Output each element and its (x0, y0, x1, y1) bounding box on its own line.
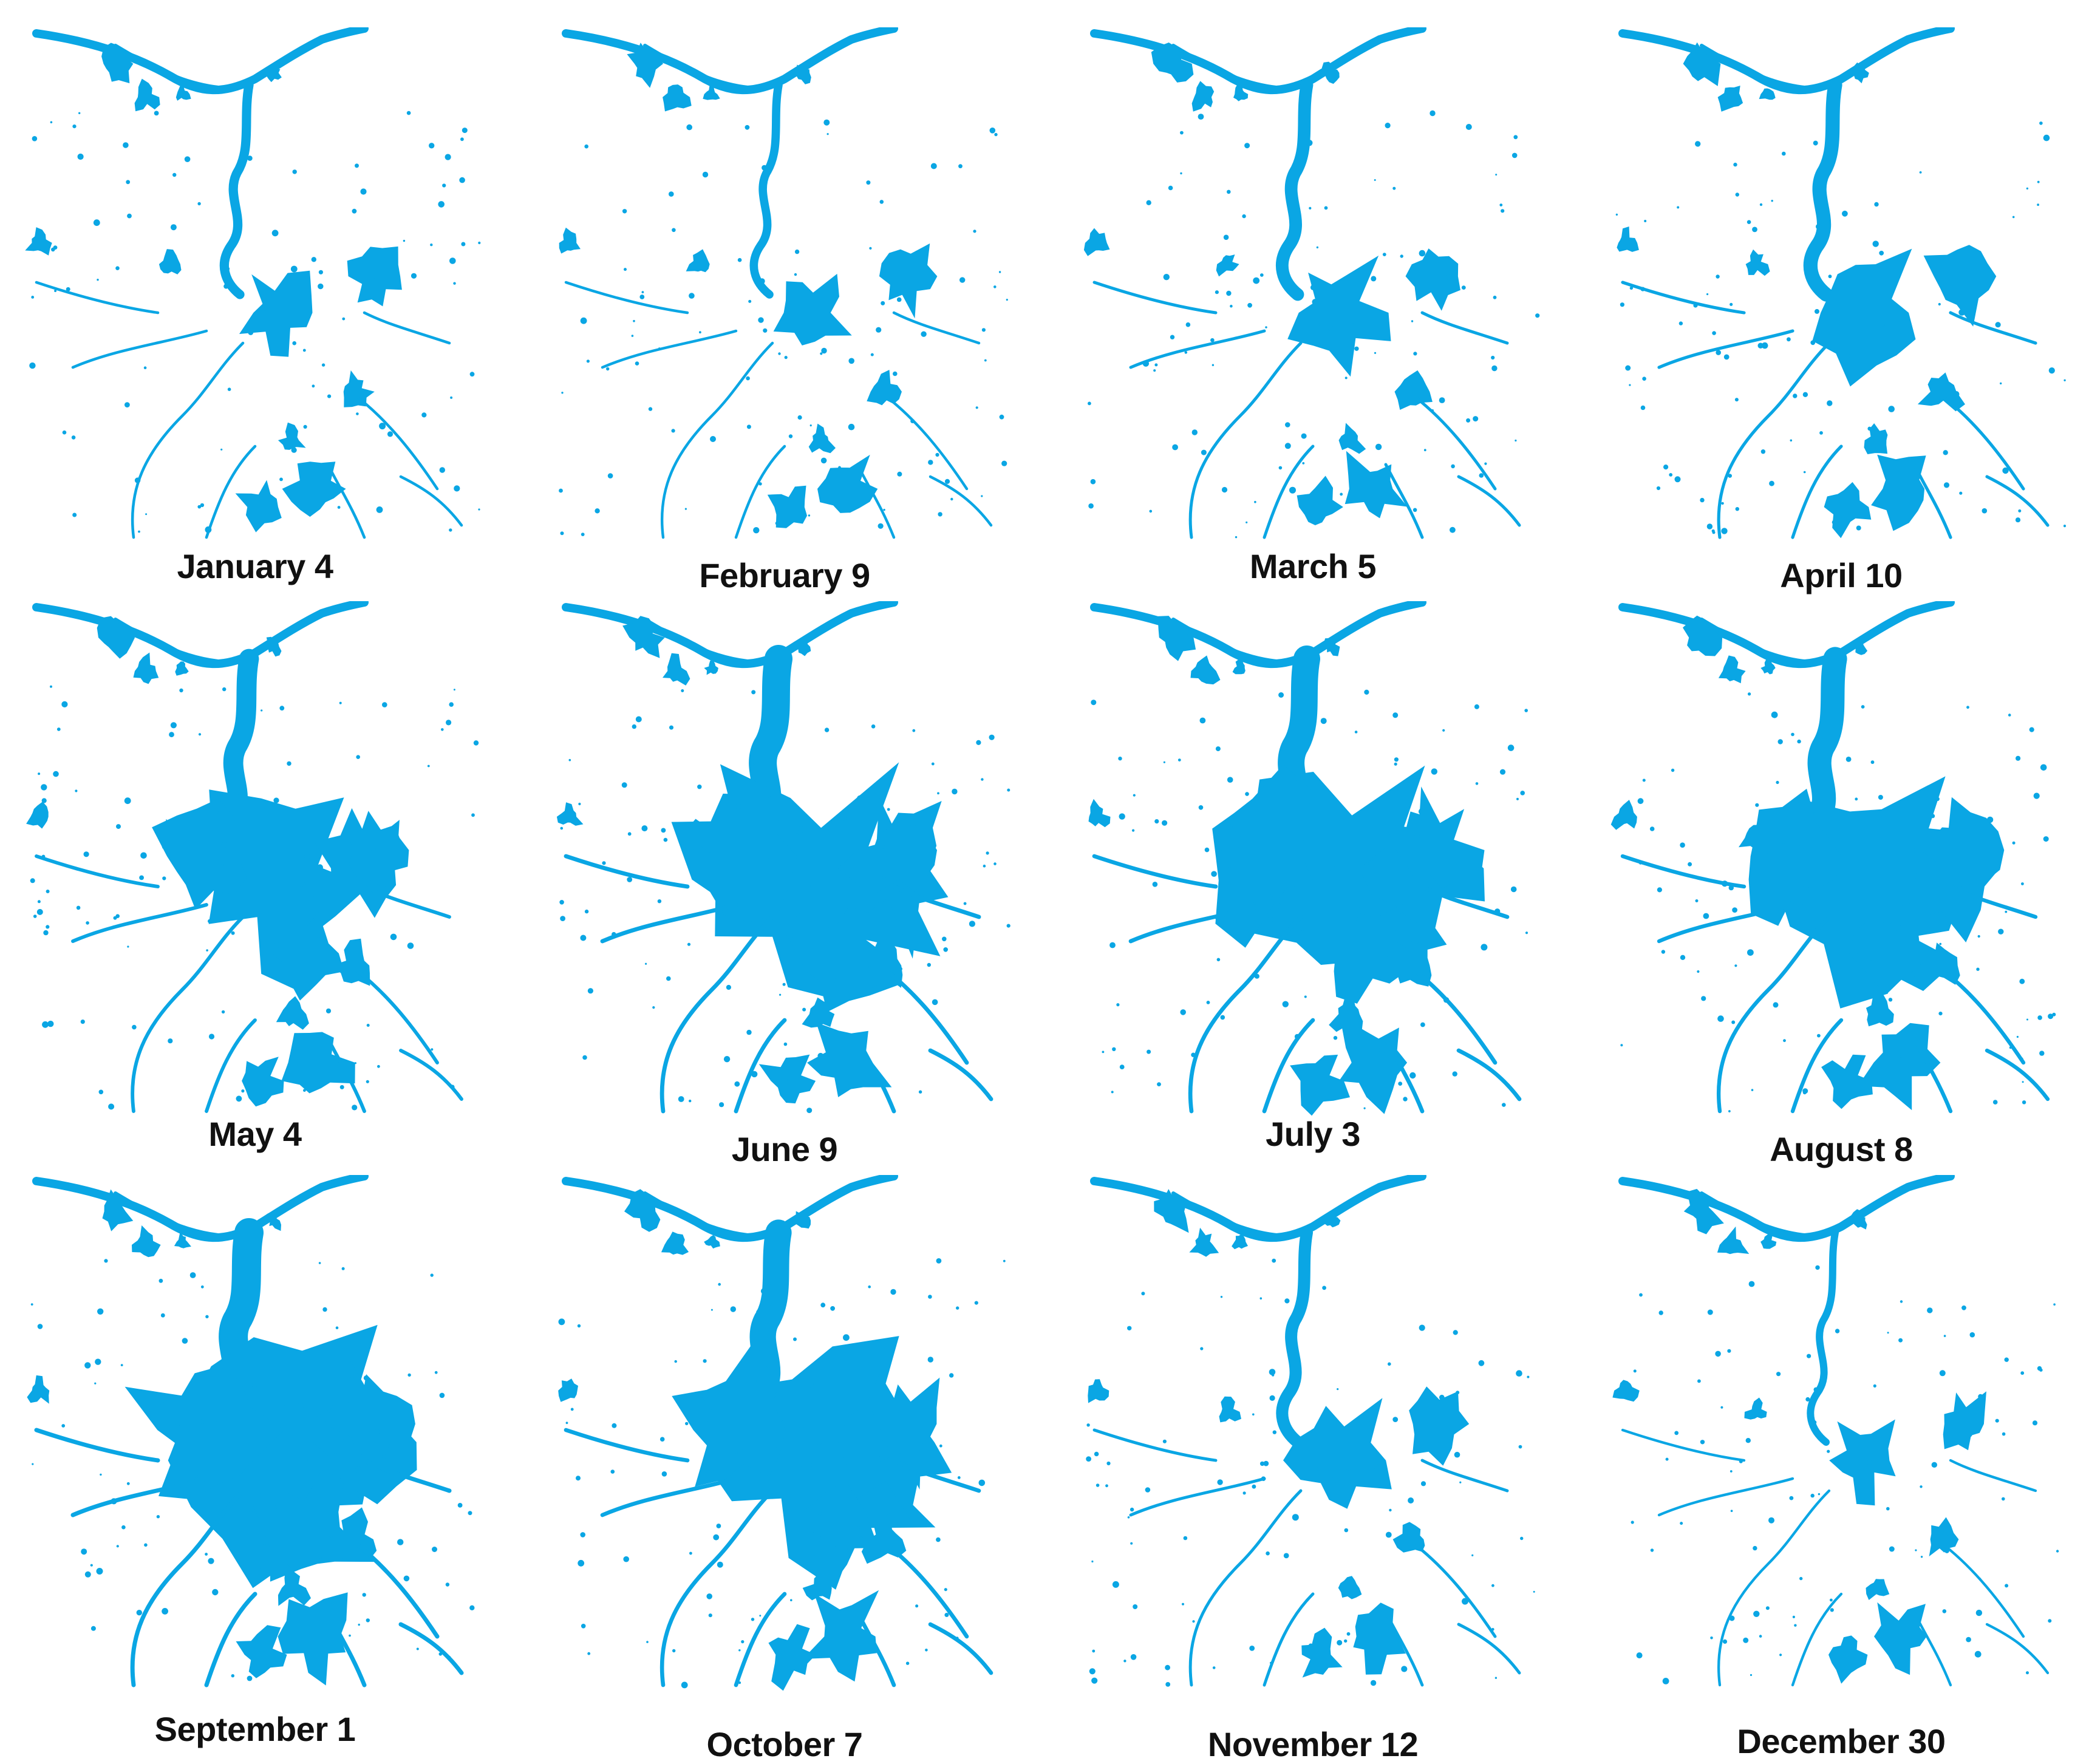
main-river (562, 1175, 898, 1242)
central-lake (1829, 1419, 1896, 1506)
main-river (32, 27, 369, 95)
water-extent-map (559, 27, 1008, 539)
central-lake (1287, 255, 1391, 377)
main-river (1618, 27, 1955, 95)
lake-channel (219, 80, 254, 299)
map-panel: May 4 (24, 601, 486, 1178)
date-caption: July 3 (1266, 1115, 1360, 1153)
lake-channel (1276, 1227, 1313, 1448)
water-extent-map (1610, 601, 2056, 1114)
main-river (562, 601, 898, 669)
date-caption: September 1 (154, 1710, 356, 1748)
water-extent-map (26, 601, 479, 1113)
water-extent-map (25, 27, 481, 539)
water-extent-map (558, 1175, 1006, 1691)
date-caption: May 4 (208, 1115, 302, 1153)
main-river (1090, 601, 1426, 669)
central-lake (208, 789, 369, 993)
main-river (1090, 1175, 1426, 1242)
map-panel: December 30 (1610, 1175, 2072, 1760)
map-panel: June 9 (554, 601, 1015, 1178)
central-lake (773, 273, 852, 346)
map-panel: February 9 (554, 27, 1015, 604)
water-extent-map (1615, 27, 2067, 539)
water-extent-map (1083, 27, 1540, 539)
map-panel: April 10 (1610, 27, 2072, 604)
water-extent-map (1088, 601, 1528, 1116)
map-panel: November 12 (1082, 1175, 1544, 1763)
date-caption: October 7 (706, 1725, 863, 1763)
date-caption: March 5 (1249, 547, 1377, 585)
central-lake (1283, 1398, 1392, 1509)
water-extent-map (27, 1175, 475, 1687)
date-caption: January 4 (177, 547, 334, 585)
main-river (32, 601, 369, 669)
map-panel: March 5 (1082, 27, 1544, 604)
date-caption: August 8 (1770, 1130, 1913, 1168)
date-caption: April 10 (1780, 556, 1903, 594)
main-river (1618, 601, 1955, 669)
map-panel: October 7 (554, 1175, 1015, 1763)
central-lake (1812, 248, 1916, 387)
date-caption: December 30 (1737, 1722, 1946, 1760)
main-river (1618, 1175, 1955, 1242)
map-panel: September 1 (24, 1175, 486, 1752)
water-extent-map (1612, 1175, 2059, 1687)
date-caption: February 9 (699, 556, 870, 594)
water-extent-map (556, 601, 1010, 1114)
central-lake (239, 270, 313, 357)
water-extent-map (1086, 1175, 1535, 1687)
lake-channel (749, 81, 783, 299)
lake-channel (1276, 78, 1314, 301)
map-panel: January 4 (24, 27, 486, 604)
lake-channel (1807, 1229, 1839, 1446)
map-panel: August 8 (1610, 601, 2072, 1178)
lake-channel (1803, 78, 1842, 302)
main-river (1090, 27, 1426, 95)
date-caption: November 12 (1207, 1725, 1419, 1763)
date-caption: June 9 (731, 1130, 838, 1168)
main-river (562, 27, 898, 95)
map-panel: July 3 (1082, 601, 1544, 1178)
main-river (32, 1175, 369, 1242)
